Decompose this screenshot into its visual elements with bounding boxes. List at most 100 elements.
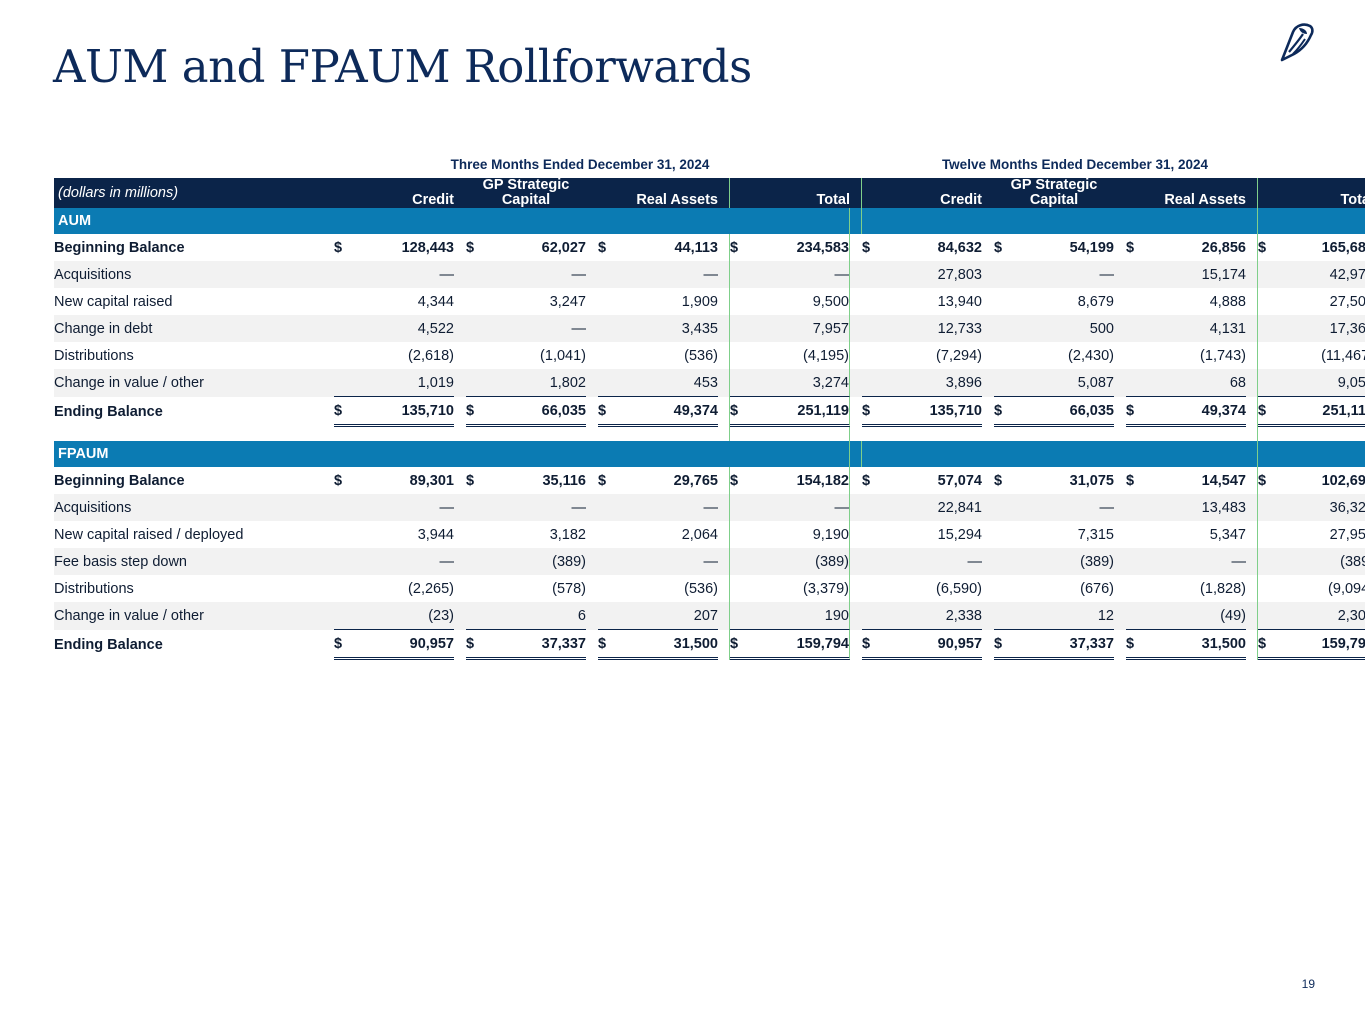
table-row: Fee basis step down — (389) — (389) — (389) — (3… bbox=[54, 548, 1365, 575]
currency-symbol bbox=[730, 342, 752, 369]
value-cell: 31,500 bbox=[1148, 630, 1246, 660]
currency-symbol bbox=[466, 602, 488, 630]
currency-symbol bbox=[1258, 315, 1280, 342]
currency-symbol: $ bbox=[466, 472, 475, 489]
value-cell: — bbox=[620, 261, 718, 288]
value-cell: — bbox=[356, 261, 454, 288]
currency-symbol bbox=[1258, 494, 1280, 521]
currency-symbol bbox=[994, 602, 1016, 630]
value-cell: — bbox=[752, 261, 850, 288]
value-cell: 1,019 bbox=[356, 369, 454, 397]
value-cell: 27,956 bbox=[1329, 526, 1365, 543]
value-cell: 36,324 bbox=[1280, 494, 1365, 521]
value-cell: (6,590) bbox=[936, 580, 982, 597]
value-cell: 12 bbox=[1016, 602, 1114, 630]
col-total-12m: Total bbox=[1258, 178, 1365, 208]
value-cell: — bbox=[884, 548, 982, 575]
currency-symbol bbox=[994, 369, 1016, 397]
value-cell: 4,131 bbox=[1148, 315, 1246, 342]
table-row: Change in value / other 1,019 1,802 453 3,27… bbox=[54, 369, 1365, 397]
value-cell: 84,632 bbox=[937, 239, 982, 256]
currency-symbol bbox=[466, 575, 488, 602]
value-cell: 35,116 bbox=[542, 472, 586, 489]
currency-symbol bbox=[730, 315, 752, 342]
currency-symbol: $ bbox=[994, 397, 1016, 427]
col-gp-strategic-3m: GP Strategic Capital bbox=[466, 178, 586, 208]
value-cell: 5,347 bbox=[1209, 526, 1246, 543]
owl-logo-icon bbox=[1280, 23, 1314, 62]
currency-symbol bbox=[334, 342, 356, 369]
currency-symbol bbox=[1258, 342, 1280, 369]
section-title: FPAUM bbox=[54, 441, 752, 467]
value-cell: (9,094) bbox=[1328, 580, 1365, 597]
currency-symbol bbox=[1258, 288, 1280, 315]
currency-symbol bbox=[334, 494, 356, 521]
value-cell: — bbox=[488, 494, 586, 521]
value-cell: 49,374 bbox=[620, 397, 718, 427]
currency-symbol bbox=[598, 602, 620, 630]
currency-symbol bbox=[1258, 369, 1280, 397]
currency-symbol bbox=[1126, 369, 1148, 397]
currency-symbol bbox=[1258, 261, 1280, 288]
value-cell: 3,274 bbox=[752, 369, 850, 397]
value-cell: 26,856 bbox=[1201, 239, 1246, 256]
currency-symbol: $ bbox=[730, 239, 739, 256]
value-cell: 4,888 bbox=[1209, 293, 1246, 310]
currency-symbol bbox=[994, 521, 1016, 548]
value-cell: 27,507 bbox=[1329, 293, 1365, 310]
currency-symbol bbox=[862, 342, 884, 369]
value-cell: 2,338 bbox=[884, 602, 982, 630]
col-real-assets-3m: Real Assets bbox=[598, 178, 718, 208]
value-cell: 453 bbox=[620, 369, 718, 397]
currency-symbol bbox=[466, 521, 488, 548]
value-cell: 1,802 bbox=[488, 369, 586, 397]
value-cell: (676) bbox=[1080, 580, 1114, 597]
value-cell: (11,467) bbox=[1321, 347, 1365, 364]
value-cell: 66,035 bbox=[488, 397, 586, 427]
value-cell: 54,199 bbox=[1069, 239, 1114, 256]
currency-symbol bbox=[334, 548, 356, 575]
currency-symbol bbox=[862, 494, 884, 521]
currency-symbol bbox=[334, 261, 356, 288]
value-cell: 15,174 bbox=[1148, 261, 1246, 288]
currency-symbol: $ bbox=[730, 472, 739, 489]
value-cell: 49,374 bbox=[1148, 397, 1246, 427]
value-cell: (1,041) bbox=[540, 347, 586, 364]
currency-symbol bbox=[994, 288, 1016, 315]
currency-symbol bbox=[466, 342, 488, 369]
currency-symbol: $ bbox=[994, 239, 1003, 256]
value-cell: — bbox=[620, 494, 718, 521]
value-cell: 159,794 bbox=[752, 630, 850, 660]
row-label: Ending Balance bbox=[54, 404, 163, 420]
currency-symbol: $ bbox=[730, 630, 752, 660]
currency-symbol bbox=[862, 548, 884, 575]
value-cell: (389) bbox=[1280, 548, 1365, 575]
currency-symbol bbox=[862, 575, 884, 602]
currency-symbol bbox=[598, 494, 620, 521]
currency-symbol: $ bbox=[862, 630, 884, 660]
column-header-row: (dollars in millions) Credit GP Strategi… bbox=[54, 178, 1365, 208]
currency-symbol: $ bbox=[994, 472, 1003, 489]
col-credit-12m: Credit bbox=[862, 178, 982, 208]
currency-symbol: $ bbox=[334, 472, 343, 489]
currency-symbol bbox=[598, 288, 620, 315]
table-row: New capital raised 4,344 3,247 1,909 9,500 13… bbox=[54, 288, 1365, 315]
value-cell: — bbox=[1016, 261, 1114, 288]
currency-symbol bbox=[994, 261, 1016, 288]
value-cell: (536) bbox=[684, 347, 718, 364]
currency-symbol bbox=[994, 342, 1016, 369]
currency-symbol bbox=[1258, 521, 1280, 548]
col-gp-strategic-12m: GP Strategic Capital bbox=[994, 178, 1114, 208]
value-cell: 159,794 bbox=[1280, 630, 1365, 660]
currency-symbol bbox=[994, 575, 1016, 602]
row-label: Acquisitions bbox=[54, 261, 334, 288]
currency-symbol: $ bbox=[1258, 472, 1267, 489]
table-row: Distributions (2,265) (578) (536) (3,379) (6,… bbox=[54, 575, 1365, 602]
value-cell: (2,265) bbox=[408, 580, 454, 597]
value-cell: 17,364 bbox=[1280, 315, 1365, 342]
value-cell: (1,743) bbox=[1200, 347, 1246, 364]
currency-symbol bbox=[466, 548, 488, 575]
currency-symbol bbox=[598, 521, 620, 548]
currency-symbol bbox=[334, 369, 356, 397]
currency-symbol bbox=[730, 521, 752, 548]
